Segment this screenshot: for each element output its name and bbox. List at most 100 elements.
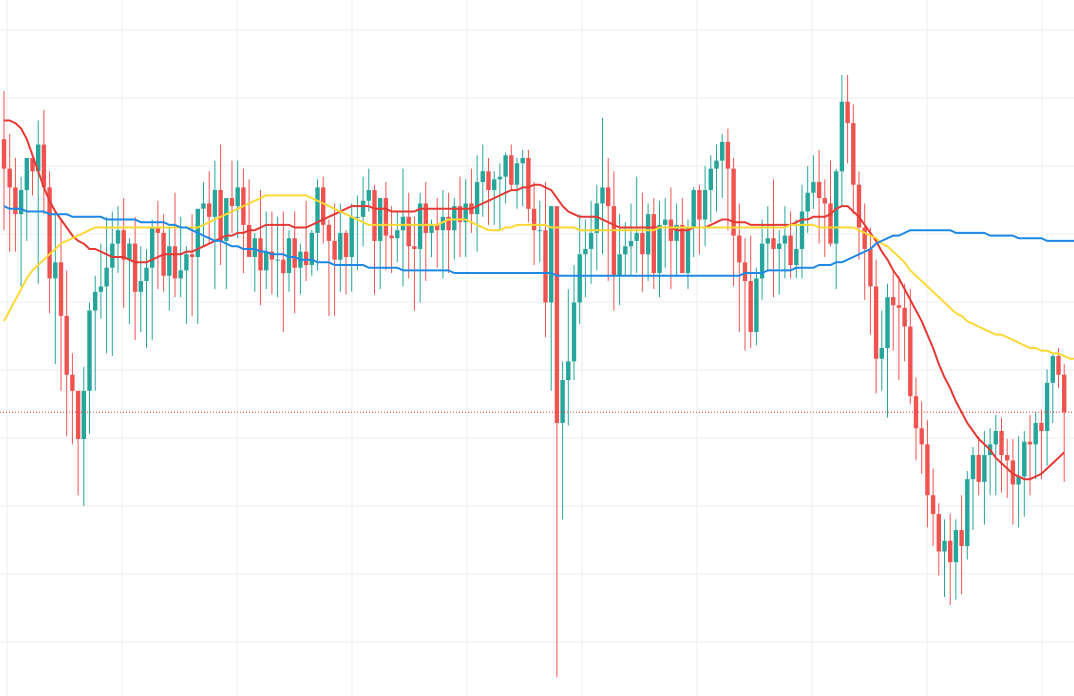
candle-body (509, 155, 514, 185)
candle-body (417, 203, 423, 249)
candle-body (360, 200, 366, 217)
candle-body (201, 203, 206, 209)
candle-body (81, 390, 86, 440)
candle-body (127, 243, 132, 260)
candle-body (389, 235, 394, 239)
candle-body (891, 297, 896, 306)
candle-body (970, 455, 976, 480)
candle-body (309, 232, 314, 266)
candle-body (531, 208, 537, 231)
candle-body (184, 254, 189, 271)
candle-body (53, 262, 58, 279)
candle-body (258, 238, 263, 271)
candle-body (919, 428, 924, 445)
candle-body (748, 281, 753, 332)
candle-body (383, 198, 389, 236)
candle-body (588, 232, 594, 249)
candle-body (338, 232, 343, 260)
candle-body (993, 430, 998, 445)
candle-body (104, 267, 109, 287)
candle-body (1, 139, 7, 169)
candle-body (725, 141, 731, 169)
candle-body (674, 224, 679, 241)
candle-body (229, 198, 235, 207)
candle-body (70, 374, 75, 391)
candle-body (18, 190, 24, 215)
candle-body (999, 430, 1004, 456)
candle-body (959, 530, 964, 547)
candle-body (7, 168, 12, 188)
candle-body (839, 101, 845, 172)
candle-body (645, 214, 651, 255)
candle-body (457, 206, 463, 223)
candle-body (828, 203, 833, 244)
candle-body (1056, 356, 1061, 375)
candle-body (668, 219, 674, 241)
candle-body (269, 251, 275, 260)
candle-body (537, 230, 542, 232)
candle-body (965, 479, 970, 547)
candle-body (144, 267, 149, 282)
candle-body (41, 144, 47, 188)
candle-body (315, 187, 320, 233)
candle-body (976, 455, 981, 482)
candle-body (782, 235, 788, 244)
candle-body (224, 198, 229, 241)
candle-body (326, 224, 332, 241)
candle-body (822, 198, 827, 204)
candle-body (321, 187, 326, 225)
candle-body (617, 254, 622, 276)
candle-body (366, 190, 371, 201)
candle-body (777, 243, 782, 249)
candle-body (708, 168, 713, 191)
candle-body (526, 157, 531, 209)
candle-body (759, 243, 765, 279)
candle-body (463, 203, 468, 223)
candle-body (583, 248, 588, 255)
candle-body (155, 227, 161, 233)
candle-body (930, 495, 936, 514)
candle-body (178, 270, 183, 279)
candle-body (520, 157, 525, 164)
candle-body (474, 182, 480, 215)
candle-body (343, 232, 349, 257)
candle-body (611, 206, 617, 276)
moving-average-line-2 (3, 194, 1074, 360)
candle-body (87, 310, 92, 391)
moving-average-lines (3, 119, 1074, 481)
candle-body (264, 251, 269, 271)
candle-body (697, 190, 702, 220)
candle-body (816, 182, 822, 199)
candle-body (480, 171, 485, 183)
candle-body (446, 216, 451, 231)
candle-body (1022, 441, 1027, 477)
candle-body (640, 232, 645, 255)
candle-body (566, 361, 571, 381)
candle-body (492, 179, 497, 191)
candle-body (252, 238, 257, 257)
candle-body (651, 214, 656, 274)
candle-body (1039, 422, 1044, 431)
candle-body (435, 224, 440, 231)
candle-body (275, 259, 280, 261)
candle-body (497, 176, 503, 180)
candle-body (868, 248, 873, 287)
candle-body (1005, 455, 1010, 461)
candle-body (765, 238, 770, 244)
candle-body (799, 211, 805, 249)
moving-average-line-1 (4, 119, 1065, 481)
candle-body (691, 190, 696, 228)
candle-body (948, 540, 953, 563)
candle-body (172, 246, 178, 279)
candle-body (885, 297, 890, 348)
candle-body (150, 227, 155, 268)
candle-body (58, 262, 64, 316)
candle-body (873, 286, 879, 359)
candle-body (594, 203, 599, 233)
candle-body (514, 163, 520, 185)
candle-body (805, 192, 810, 212)
candle-body (47, 187, 52, 279)
candle-body (543, 230, 548, 303)
